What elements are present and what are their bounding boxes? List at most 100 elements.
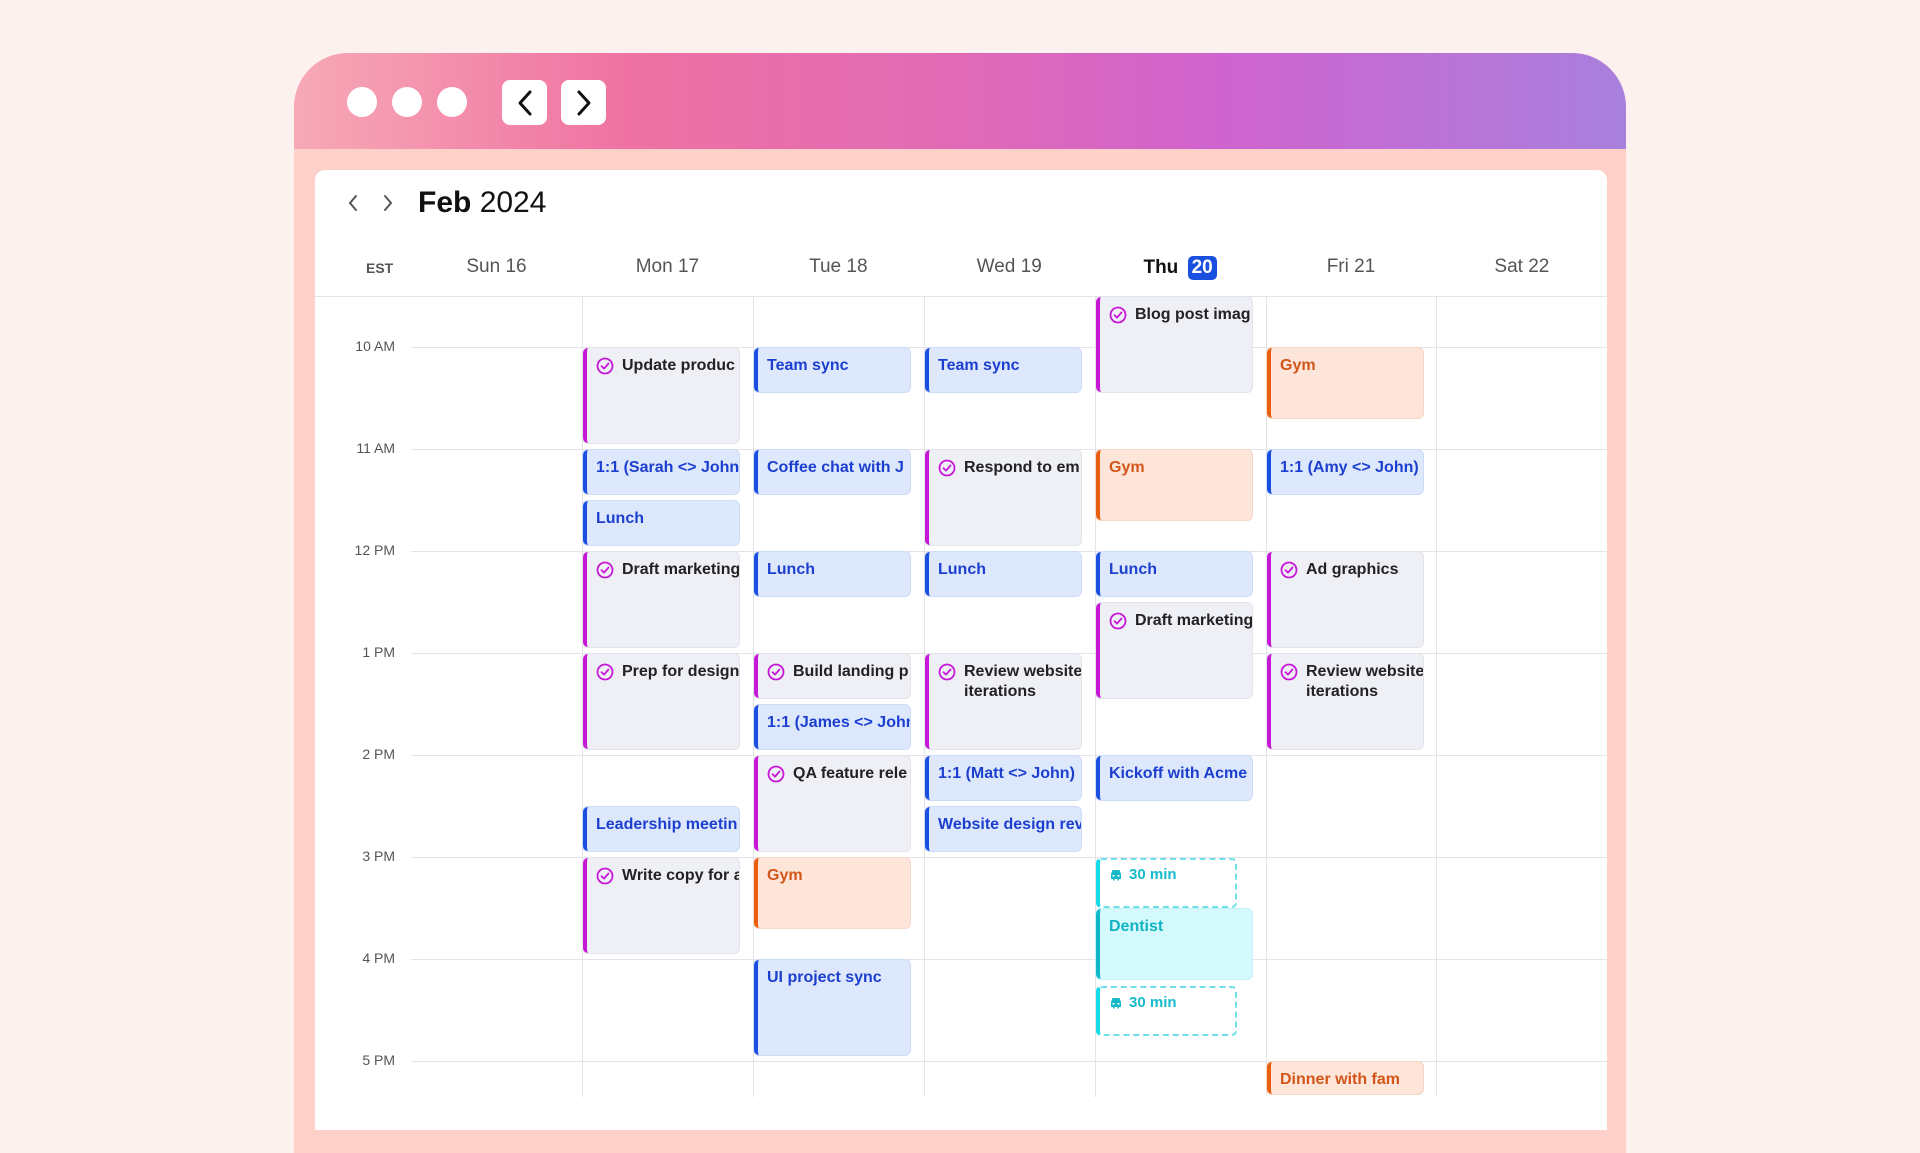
event-task[interactable]: Review website iterations — [1267, 654, 1423, 749]
event-task[interactable]: Blog post imag — [1096, 297, 1252, 392]
task-check-icon — [1109, 612, 1127, 630]
event-title: Ad graphics — [1306, 561, 1399, 578]
event-task[interactable]: Prep for design — [583, 654, 739, 749]
event-travel[interactable]: 30 min — [1096, 858, 1237, 908]
event-title: Dinner with fam — [1280, 1071, 1401, 1088]
event-task[interactable]: Respond to em — [925, 450, 1081, 545]
event-meeting[interactable]: Team sync — [925, 348, 1081, 392]
event-title: Review website iterations — [964, 663, 1081, 700]
day-name: Mon — [635, 256, 673, 277]
event-meeting[interactable]: Lunch — [925, 552, 1081, 596]
hour-label: 5 PM — [362, 1052, 395, 1068]
event-title: Blog post imag — [1135, 306, 1251, 323]
hour-label: 12 PM — [354, 542, 395, 558]
task-check-icon — [596, 867, 614, 885]
day-date: 18 — [846, 256, 868, 277]
hour-gridline — [411, 959, 1607, 960]
event-task[interactable]: Review website iterations — [925, 654, 1081, 749]
today-date-badge: 20 — [1187, 256, 1217, 280]
event-title: 1:1 (James <> John — [767, 714, 910, 731]
day-date: 17 — [677, 256, 700, 277]
day-column-divider — [924, 296, 925, 1097]
window-maximize-button[interactable] — [437, 87, 467, 117]
event-task[interactable]: Ad graphics — [1267, 552, 1423, 647]
event-title: Lunch — [1109, 561, 1157, 578]
hour-gridline — [411, 449, 1607, 450]
task-check-icon — [1109, 306, 1127, 324]
day-name: Tue — [809, 256, 842, 277]
next-week-button[interactable] — [378, 190, 398, 216]
event-title: Team sync — [767, 357, 849, 374]
event-travel[interactable]: 30 min — [1096, 985, 1237, 1036]
event-meeting[interactable]: Coffee chat with J — [754, 450, 910, 494]
event-task[interactable]: QA feature rele — [754, 756, 910, 851]
task-check-icon — [767, 765, 785, 783]
event-meeting[interactable]: 1:1 (James <> John — [754, 705, 910, 749]
browser-forward-button[interactable] — [561, 80, 606, 125]
event-title: Respond to em — [964, 459, 1080, 476]
day-header-sat[interactable]: Sat 22 — [1436, 256, 1607, 278]
day-header-mon[interactable]: Mon 17 — [582, 256, 753, 278]
event-meeting[interactable]: Lunch — [1096, 552, 1252, 596]
event-appointment[interactable]: Dentist — [1096, 909, 1252, 979]
event-meeting[interactable]: Website design rev — [925, 807, 1081, 851]
event-title: Coffee chat with J — [767, 459, 904, 476]
event-title: Write copy for a — [622, 867, 739, 884]
window-close-button[interactable] — [347, 87, 377, 117]
event-title: Draft marketing — [622, 561, 739, 578]
header-divider — [315, 296, 1607, 297]
event-personal[interactable]: Dinner with fam — [1267, 1062, 1423, 1094]
event-meeting[interactable]: Team sync — [754, 348, 910, 392]
year-label: 2024 — [479, 186, 547, 219]
task-check-icon — [1280, 561, 1298, 579]
day-header-sun[interactable]: Sun 16 — [411, 256, 582, 278]
event-meeting[interactable]: Kickoff with Acme — [1096, 756, 1252, 800]
event-task[interactable]: Write copy for a — [583, 858, 739, 953]
event-title: Review website iterations — [1306, 663, 1423, 700]
day-name: Sat — [1494, 256, 1523, 277]
day-name: Wed — [976, 256, 1016, 277]
event-title: Gym — [767, 867, 803, 884]
event-meeting[interactable]: UI project sync — [754, 960, 910, 1055]
day-column-divider — [582, 296, 583, 1097]
event-meeting[interactable]: 1:1 (Amy <> John) — [1267, 450, 1423, 494]
event-title: 1:1 (Amy <> John) — [1280, 459, 1419, 476]
car-icon — [1111, 870, 1121, 881]
prev-week-button[interactable] — [343, 190, 363, 216]
event-meeting[interactable]: Leadership meetin — [583, 807, 739, 851]
day-header-fri[interactable]: Fri 21 — [1266, 256, 1437, 278]
event-meeting[interactable]: 1:1 (Sarah <> John — [583, 450, 739, 494]
event-meeting[interactable]: Lunch — [754, 552, 910, 596]
event-task[interactable]: Build landing p — [754, 654, 910, 698]
event-personal[interactable]: Gym — [1267, 348, 1423, 418]
event-title: 1:1 (Sarah <> John — [596, 459, 739, 476]
event-title: Prep for design — [622, 663, 739, 680]
day-header-wed[interactable]: Wed 19 — [924, 256, 1095, 278]
timezone-label: EST — [366, 260, 394, 276]
hour-gridline — [411, 1061, 1607, 1062]
event-title: 1:1 (Matt <> John) — [938, 765, 1075, 782]
day-column-divider — [753, 296, 754, 1097]
day-header-thu[interactable]: Thu 20 — [1095, 256, 1266, 280]
event-title: Website design rev — [938, 816, 1081, 833]
task-check-icon — [938, 663, 956, 681]
chevron-left-icon — [348, 195, 357, 211]
task-check-icon — [1280, 663, 1298, 681]
day-name: Sun — [466, 256, 501, 277]
event-meeting[interactable]: 1:1 (Matt <> John) — [925, 756, 1081, 800]
event-task[interactable]: Update produc — [583, 348, 739, 443]
chevron-left-icon — [518, 90, 531, 115]
window-minimize-button[interactable] — [392, 87, 422, 117]
event-task[interactable]: Draft marketing — [1096, 603, 1252, 698]
month-title: Feb 2024 — [418, 186, 546, 220]
event-title: 30 min — [1129, 993, 1177, 1011]
month-label: Feb — [418, 186, 472, 219]
event-personal[interactable]: Gym — [1096, 450, 1252, 520]
event-task[interactable]: Draft marketing — [583, 552, 739, 647]
task-check-icon — [596, 357, 614, 375]
browser-back-button[interactable] — [502, 80, 547, 125]
day-header-tue[interactable]: Tue 18 — [753, 256, 924, 278]
event-meeting[interactable]: Lunch — [583, 501, 739, 545]
chevron-right-icon — [384, 195, 393, 211]
event-personal[interactable]: Gym — [754, 858, 910, 928]
